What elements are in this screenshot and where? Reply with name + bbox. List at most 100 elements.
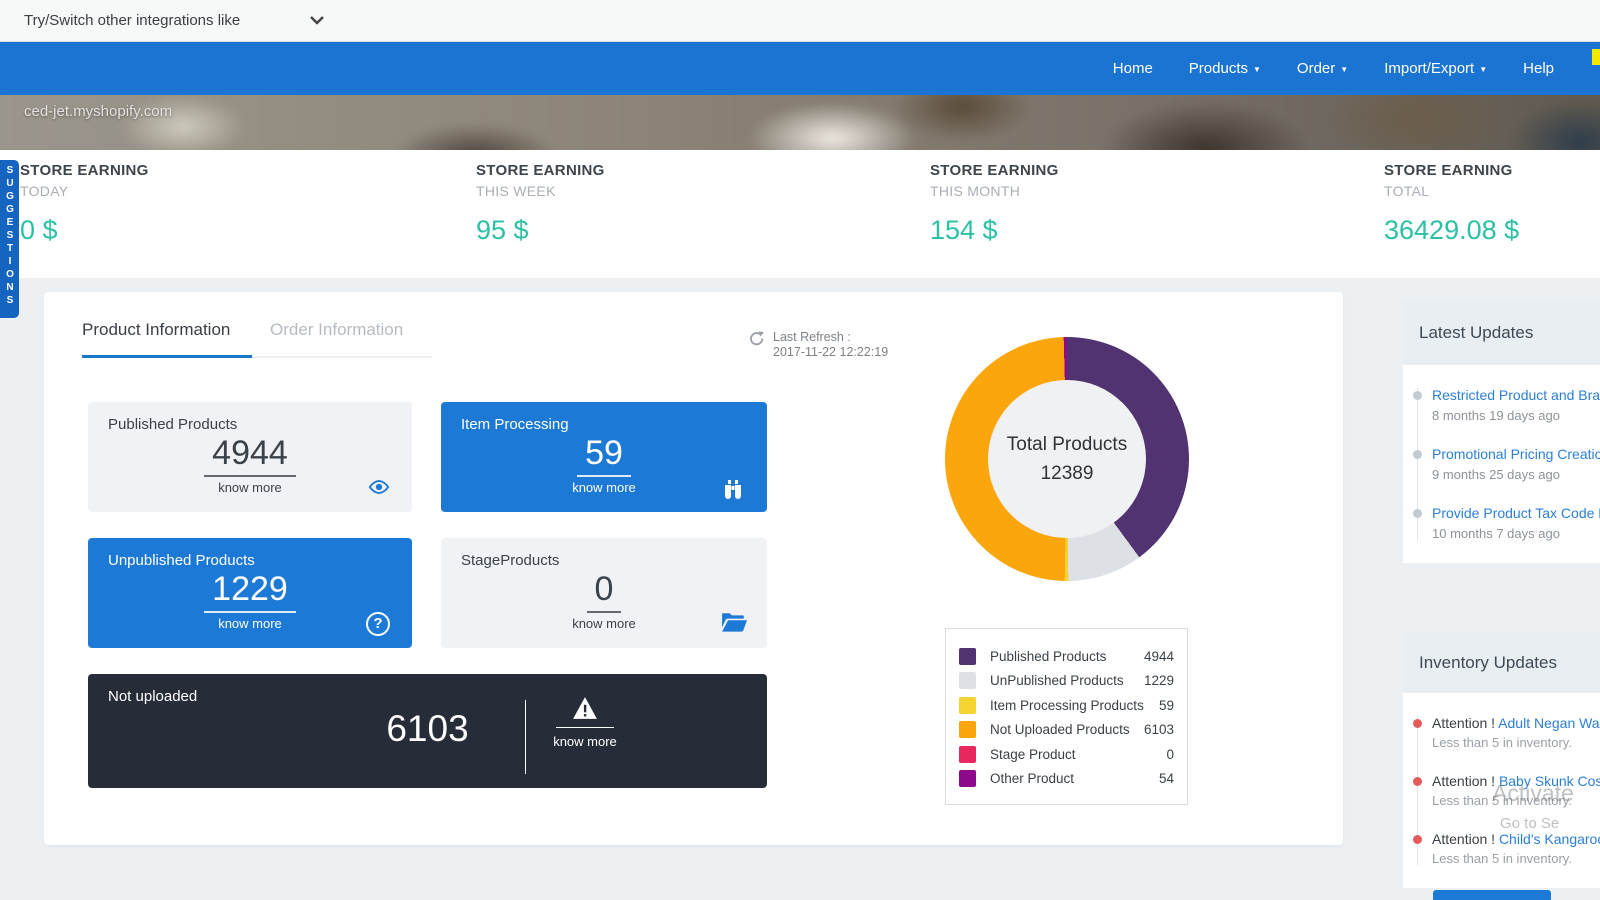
- earning-title: STORE EARNING: [20, 162, 149, 179]
- earning-period: TODAY: [20, 183, 149, 199]
- question-circle-icon: ?: [366, 612, 390, 636]
- caret-down-icon: ▼: [1479, 66, 1487, 74]
- donut-center: Total Products 12389: [988, 380, 1146, 538]
- legend-value: 4944: [1144, 649, 1174, 664]
- card-title: Item Processing: [461, 416, 569, 433]
- list-item: Attention ! Baby Skunk Cos Less than 5 i…: [1432, 773, 1600, 808]
- last-refresh-timestamp: 2017-11-22 12:22:19: [773, 345, 888, 360]
- notification-badge: [1592, 49, 1600, 65]
- card-title: Not uploaded: [108, 688, 197, 705]
- timeline-dot-icon: [1413, 450, 1422, 459]
- timeline-dot-icon: [1413, 391, 1422, 400]
- refresh-icon[interactable]: [748, 330, 765, 360]
- donut-legend: Published Products 4944 UnPublished Prod…: [945, 628, 1188, 805]
- latest-updates-panel: Latest Updates Restricted Product and Br…: [1403, 300, 1600, 563]
- tab-order-information[interactable]: Order Information: [270, 320, 403, 356]
- earning-period: TOTAL: [1384, 183, 1519, 199]
- chevron-down-icon: [310, 16, 324, 25]
- inventory-updates-body: Attention ! Adult Negan Wa Less than 5 i…: [1403, 693, 1600, 888]
- suggestions-tab[interactable]: SUGGESTIONS: [0, 160, 19, 318]
- legend-swatch: [959, 672, 976, 689]
- donut-center-label: Total Products: [1007, 434, 1127, 456]
- know-more-link[interactable]: know more: [441, 616, 767, 631]
- card-value: 0: [441, 570, 767, 613]
- legend-label: Not Uploaded Products: [990, 722, 1130, 737]
- info-tabs: Product Information Order Information: [82, 320, 432, 358]
- update-link[interactable]: Promotional Pricing Creatio: [1432, 446, 1600, 462]
- nav-products-label: Products: [1189, 60, 1248, 77]
- eye-icon: [366, 476, 390, 500]
- earning-title: STORE EARNING: [1384, 162, 1519, 179]
- know-more-link[interactable]: know more: [535, 734, 635, 749]
- tab-product-information[interactable]: Product Information: [82, 320, 252, 358]
- alert-dot-icon: [1413, 835, 1422, 844]
- earning-value: 154 $: [930, 215, 1059, 246]
- earning-title: STORE EARNING: [930, 162, 1059, 179]
- update-time: 10 months 7 days ago: [1432, 526, 1600, 541]
- legend-label: Published Products: [990, 649, 1106, 664]
- legend-value: 0: [1166, 747, 1174, 762]
- product-link[interactable]: Baby Skunk Cos: [1499, 773, 1600, 789]
- nav-item-import-export[interactable]: Import/Export ▼: [1384, 60, 1487, 77]
- nav-item-help[interactable]: Help: [1523, 60, 1554, 77]
- product-link[interactable]: Adult Negan Wa: [1498, 715, 1599, 731]
- legend-row: Other Product 54: [959, 767, 1174, 792]
- nav-home-label: Home: [1113, 60, 1153, 77]
- card-title: Published Products: [108, 416, 237, 433]
- legend-swatch: [959, 648, 976, 665]
- card-value: 59: [441, 434, 767, 477]
- know-more-link[interactable]: know more: [441, 480, 767, 495]
- warning-triangle-icon: [535, 696, 635, 720]
- product-link[interactable]: Child's Kangaroo: [1499, 831, 1600, 847]
- dashboard-panel: Product Information Order Information La…: [44, 292, 1343, 845]
- update-link[interactable]: Restricted Product and Bra: [1432, 387, 1600, 403]
- alert-dot-icon: [1413, 719, 1422, 728]
- card-published-products[interactable]: Published Products 4944 know more: [88, 402, 412, 512]
- know-more-link[interactable]: know more: [88, 616, 412, 631]
- card-value: 1229: [88, 570, 412, 613]
- integrations-dropdown[interactable]: Try/Switch other integrations like: [0, 0, 1600, 41]
- card-stage-products[interactable]: StageProducts 0 know more: [441, 538, 767, 648]
- legend-label: UnPublished Products: [990, 673, 1124, 688]
- legend-label: Stage Product: [990, 747, 1076, 762]
- legend-value: 54: [1159, 771, 1174, 786]
- earning-card-week: STORE EARNING THIS WEEK 95 $: [476, 162, 605, 246]
- legend-row: Item Processing Products 59: [959, 693, 1174, 718]
- legend-row: Not Uploaded Products 6103: [959, 718, 1174, 743]
- earning-title: STORE EARNING: [476, 162, 605, 179]
- legend-row: UnPublished Products 1229: [959, 669, 1174, 694]
- legend-swatch: [959, 697, 976, 714]
- nav-import-export-label: Import/Export: [1384, 60, 1474, 77]
- latest-updates-header: Latest Updates: [1403, 300, 1600, 365]
- nav-item-order[interactable]: Order▼: [1297, 60, 1348, 77]
- card-item-processing[interactable]: Item Processing 59 know more: [441, 402, 767, 512]
- alert-dot-icon: [1413, 777, 1422, 786]
- banner-photo: [0, 95, 1600, 150]
- latest-updates-title: Latest Updates: [1419, 323, 1533, 343]
- legend-label: Item Processing Products: [990, 698, 1144, 713]
- latest-updates-body: Restricted Product and Bra 8 months 19 d…: [1403, 365, 1600, 563]
- nav-order-label: Order: [1297, 60, 1335, 77]
- know-more-link[interactable]: know more: [88, 480, 412, 495]
- integrations-dropdown-label: Try/Switch other integrations like: [24, 12, 240, 29]
- earning-value: 36429.08 $: [1384, 215, 1519, 246]
- legend-value: 59: [1159, 698, 1174, 713]
- inventory-updates-header: Inventory Updates: [1403, 632, 1600, 693]
- suggestions-tab-label: SUGGESTIONS: [3, 165, 17, 318]
- legend-row: Stage Product 0: [959, 742, 1174, 767]
- timeline-dot-icon: [1413, 509, 1422, 518]
- list-item: Provide Product Tax Code D 10 months 7 d…: [1432, 505, 1600, 541]
- legend-swatch: [959, 746, 976, 763]
- nav-item-home[interactable]: Home: [1113, 60, 1153, 77]
- nav-item-products[interactable]: Products▼: [1189, 60, 1261, 77]
- store-banner: ced-jet.myshopify.com: [0, 95, 1600, 150]
- update-link[interactable]: Provide Product Tax Code D: [1432, 505, 1600, 521]
- sidebar-action-button[interactable]: [1433, 890, 1551, 900]
- open-folder-icon: [721, 612, 745, 636]
- card-unpublished-products[interactable]: Unpublished Products 1229 know more ?: [88, 538, 412, 648]
- divider: [525, 700, 526, 774]
- card-not-uploaded[interactable]: Not uploaded 6103 know more: [88, 674, 767, 788]
- inventory-note: Less than 5 in inventory.: [1432, 793, 1600, 808]
- legend-row: Published Products 4944: [959, 644, 1174, 669]
- earning-card-month: STORE EARNING THIS MONTH 154 $: [930, 162, 1059, 246]
